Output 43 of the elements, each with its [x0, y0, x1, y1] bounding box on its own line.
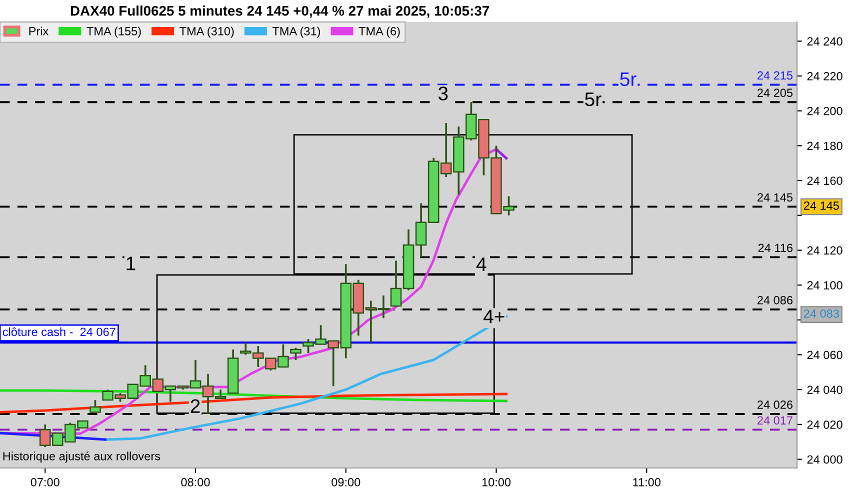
- legend-label: TMA (310): [180, 26, 234, 38]
- legend-label: TMA (155): [86, 26, 141, 38]
- y-tick-label: 24 220: [807, 72, 842, 80]
- y-tick-label: 24 100: [807, 281, 842, 290]
- y-tick-label: 24 040: [807, 386, 842, 394]
- annotation: 1: [126, 256, 136, 270]
- annotation: 4: [476, 258, 486, 271]
- x-tick-label: 08:00: [181, 478, 210, 486]
- ref-line-label: 24 116: [758, 244, 792, 252]
- candlestick: [90, 399, 101, 414]
- y-tick-label: 24 000: [807, 455, 842, 464]
- legend-label: Prix: [29, 26, 49, 36]
- y-tick-label: 24 200: [807, 106, 842, 116]
- y-tick-label: 24 060: [807, 350, 842, 360]
- line-series: [0, 392, 508, 414]
- annotation: Historique ajusté aux rollovers: [3, 452, 160, 463]
- annotation: 2: [190, 399, 200, 413]
- ref-line-label: 24 086: [758, 296, 792, 304]
- legend-label: TMA (31): [272, 26, 320, 38]
- chart-title: DAX40 Full0625 5 minutes 24 145 +0,44 % 27 mai 2025, 10:05:37: [70, 6, 490, 18]
- y-tick-label: 24 160: [807, 176, 842, 185]
- y-tick-label: 24 240: [807, 37, 842, 46]
- ref-line-label: 24 017: [758, 416, 792, 425]
- y-tick-label: 24 120: [807, 246, 842, 255]
- annotation: 5r: [620, 72, 636, 86]
- ref-line-label: clôture cash - 24 067: [2, 327, 116, 336]
- ref-line-label: 24 026: [758, 400, 792, 409]
- text: 24 145: [804, 201, 839, 210]
- ref-line-label: 24 215: [758, 71, 793, 80]
- x-tick-label: 07:00: [30, 478, 60, 486]
- candlestick: [290, 346, 302, 361]
- legend-label: TMA (6): [358, 26, 400, 38]
- annotation: 4+: [484, 310, 504, 324]
- x-tick-label: 09:00: [332, 478, 360, 486]
- annotation: 3: [438, 86, 448, 100]
- ref-line-label: 24 145: [758, 193, 793, 202]
- x-tick-label: 11:00: [633, 478, 660, 486]
- annotation: 5r: [585, 92, 602, 106]
- x-tick-label: 10:00: [482, 478, 511, 486]
- y-tick-label: 24 020: [807, 420, 842, 429]
- ref-line-label: 24 205: [758, 88, 793, 98]
- y-tick-label: 24 180: [807, 142, 842, 150]
- text: 24 083: [804, 309, 839, 318]
